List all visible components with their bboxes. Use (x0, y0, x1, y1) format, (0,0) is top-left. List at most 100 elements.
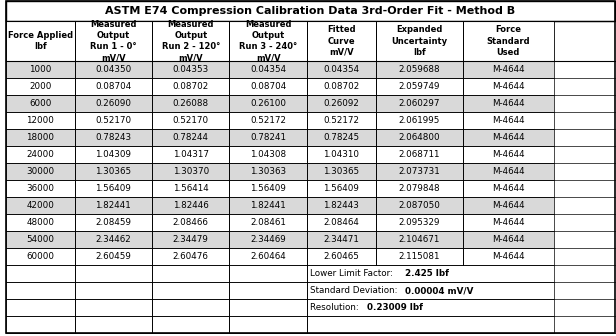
Bar (463, 214, 554, 231)
Text: 0.04354: 0.04354 (323, 65, 359, 74)
Text: 1.82441: 1.82441 (250, 201, 286, 210)
Text: 2.079848: 2.079848 (399, 184, 440, 193)
Bar (6, 265, 75, 282)
Bar (463, 197, 554, 214)
Bar (229, 21, 307, 61)
Text: 1.56409: 1.56409 (323, 184, 359, 193)
Text: 2.34462: 2.34462 (95, 235, 131, 244)
Bar (463, 248, 554, 265)
Text: 2.08459: 2.08459 (95, 218, 131, 227)
Text: 1.82441: 1.82441 (95, 201, 131, 210)
Text: 1.56414: 1.56414 (173, 184, 209, 193)
Text: M-4644: M-4644 (492, 150, 525, 159)
Text: 0.52170: 0.52170 (95, 116, 131, 125)
Bar (463, 163, 554, 180)
Bar (463, 146, 554, 163)
Bar (6, 112, 75, 129)
Bar (75, 21, 152, 61)
Text: 1.30365: 1.30365 (95, 167, 131, 176)
Text: M-4644: M-4644 (492, 252, 525, 261)
Bar (307, 214, 376, 231)
Bar (229, 265, 307, 282)
Bar (307, 265, 554, 282)
Text: 0.52172: 0.52172 (250, 116, 286, 125)
Text: 2.425 lbf: 2.425 lbf (405, 269, 449, 278)
Text: Fitted
Curve
mV/V: Fitted Curve mV/V (327, 26, 355, 56)
Text: 1.04310: 1.04310 (323, 150, 359, 159)
Text: 2.064800: 2.064800 (399, 133, 440, 142)
Bar (6, 282, 75, 299)
Bar (229, 231, 307, 248)
Text: 0.08704: 0.08704 (250, 82, 286, 91)
Bar (229, 146, 307, 163)
Text: M-4644: M-4644 (492, 235, 525, 244)
Text: M-4644: M-4644 (492, 116, 525, 125)
Bar (463, 78, 554, 95)
Text: 48000: 48000 (26, 218, 54, 227)
Bar (75, 265, 152, 282)
Bar (75, 282, 152, 299)
Bar (376, 95, 463, 112)
Bar (75, 129, 152, 146)
Bar (307, 21, 376, 61)
Bar (152, 265, 229, 282)
Bar (152, 282, 229, 299)
Text: 0.26090: 0.26090 (95, 99, 131, 108)
Text: 1000: 1000 (29, 65, 52, 74)
Text: 2.34479: 2.34479 (173, 235, 209, 244)
Text: 0.78241: 0.78241 (250, 133, 286, 142)
Text: 1.04309: 1.04309 (95, 150, 131, 159)
Bar (6, 78, 75, 95)
Bar (152, 78, 229, 95)
Bar (6, 129, 75, 146)
Text: 0.52170: 0.52170 (172, 116, 209, 125)
Text: 2.095329: 2.095329 (399, 218, 440, 227)
Text: 2.08464: 2.08464 (323, 218, 359, 227)
Bar (229, 316, 307, 333)
Text: Standard Deviation:: Standard Deviation: (310, 286, 400, 295)
Bar (376, 231, 463, 248)
Bar (376, 197, 463, 214)
Text: 2.08466: 2.08466 (173, 218, 209, 227)
Bar (229, 129, 307, 146)
Text: 2.34471: 2.34471 (323, 235, 359, 244)
Bar (463, 231, 554, 248)
Text: 2.60464: 2.60464 (250, 252, 286, 261)
Bar (376, 163, 463, 180)
Bar (75, 61, 152, 78)
Text: 0.78243: 0.78243 (95, 133, 131, 142)
Bar (152, 146, 229, 163)
Bar (6, 21, 75, 61)
Bar (152, 163, 229, 180)
Bar (152, 231, 229, 248)
Text: 2.104671: 2.104671 (399, 235, 440, 244)
Text: 0.00004 mV/V: 0.00004 mV/V (405, 286, 474, 295)
Bar (229, 78, 307, 95)
Bar (376, 112, 463, 129)
Bar (152, 248, 229, 265)
Text: 1.56409: 1.56409 (250, 184, 286, 193)
Text: 0.26100: 0.26100 (250, 99, 286, 108)
Text: M-4644: M-4644 (492, 201, 525, 210)
Text: 1.82446: 1.82446 (173, 201, 209, 210)
Bar (376, 78, 463, 95)
Bar (376, 214, 463, 231)
Text: 1.30365: 1.30365 (323, 167, 359, 176)
Text: M-4644: M-4644 (492, 218, 525, 227)
Text: 1.30363: 1.30363 (250, 167, 286, 176)
Text: Measured
Output
Run 3 - 240°
mV/V: Measured Output Run 3 - 240° mV/V (239, 20, 298, 62)
Text: 24000: 24000 (26, 150, 54, 159)
Bar (75, 231, 152, 248)
Bar (75, 248, 152, 265)
Text: 6000: 6000 (29, 99, 52, 108)
Text: 0.23009 lbf: 0.23009 lbf (367, 303, 423, 312)
Text: Resolution:: Resolution: (310, 303, 361, 312)
Bar (75, 214, 152, 231)
Text: 0.04350: 0.04350 (95, 65, 132, 74)
Text: 42000: 42000 (26, 201, 54, 210)
Bar (376, 146, 463, 163)
Bar (229, 61, 307, 78)
Bar (307, 282, 554, 299)
Bar (307, 78, 376, 95)
Bar (75, 95, 152, 112)
